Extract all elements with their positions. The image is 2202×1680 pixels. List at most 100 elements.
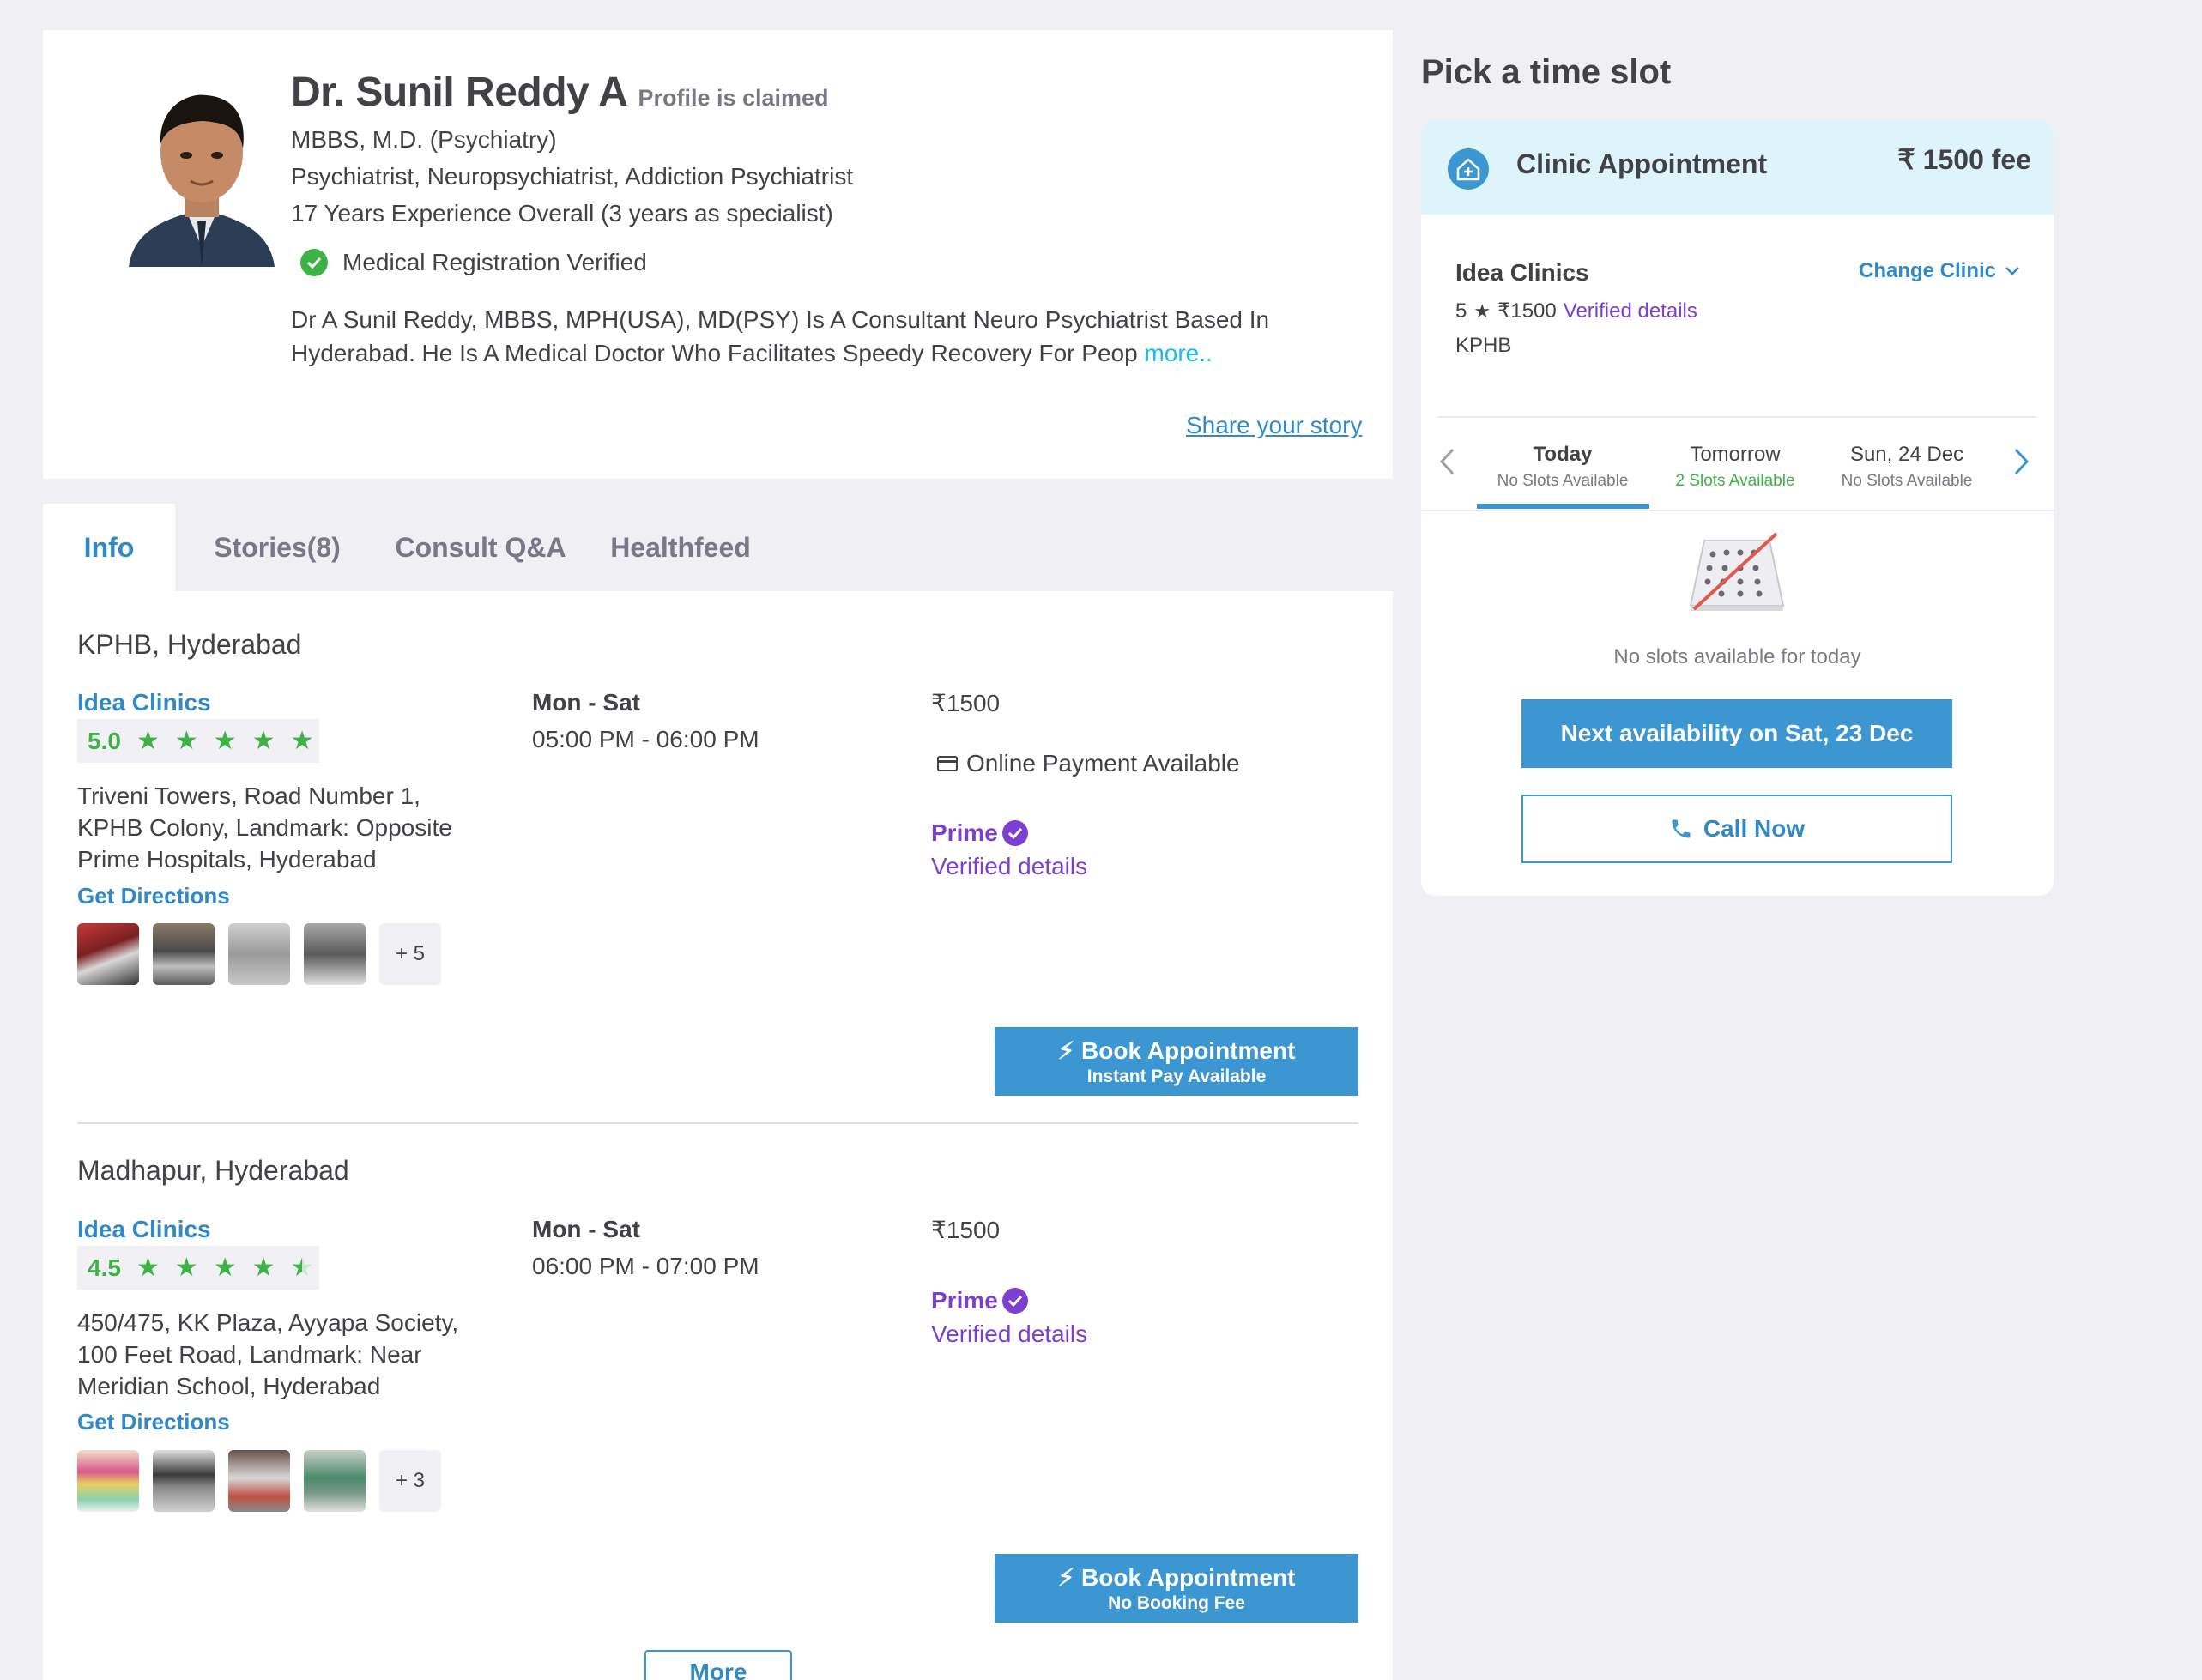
clinic-appointment-header: Clinic Appointment ₹ 1500 fee — [1421, 120, 2054, 215]
prime-label: Prime — [931, 819, 998, 846]
clinic-days: Mon - Sat — [532, 1216, 640, 1242]
star-icon: ★ — [136, 726, 160, 755]
chevron-down-icon — [2005, 267, 2019, 275]
tab-healthfeed[interactable]: Healthfeed — [610, 531, 751, 563]
registration-label: Medical Registration Verified — [342, 249, 647, 275]
star-icon: ★ — [136, 1253, 160, 1282]
star-icon: ★ — [213, 1253, 237, 1282]
tab-stories[interactable]: Stories(8) — [214, 531, 341, 563]
more-locations-button[interactable]: More — [644, 1650, 792, 1680]
clinic-days: Mon - Sat — [532, 689, 640, 716]
day-name: Tomorrow — [1690, 443, 1781, 466]
clinic-photo[interactable] — [228, 1450, 290, 1512]
doctor-degrees: MBBS, M.D. (Psychiatry) — [291, 126, 557, 153]
clinic-photo[interactable] — [228, 923, 290, 985]
appointment-fee: ₹ 1500 fee — [1897, 144, 2031, 175]
more-photos-button[interactable]: + 5 — [379, 923, 441, 985]
day-tab-sun-24-dec[interactable]: Sun, 24 Dec No Slots Available — [1821, 443, 1993, 491]
book-appointment-button[interactable]: ⚡︎ Book Appointment Instant Pay Availabl… — [995, 1027, 1358, 1096]
online-payment: Online Payment Available — [937, 750, 1240, 777]
clinic-photo[interactable] — [153, 923, 215, 985]
clinic-fee-value: ₹1500 — [1497, 299, 1557, 323]
prime-label: Prime — [931, 1287, 998, 1314]
clinic-rating: 5.0 ★ ★ ★ ★ ★ — [77, 719, 319, 763]
change-clinic-dropdown[interactable]: Change Clinic — [1859, 259, 2020, 283]
registration-verified: Medical Registration Verified — [300, 249, 647, 276]
no-calendar-icon — [1689, 532, 1785, 611]
clinic-link[interactable]: Idea Clinics — [77, 689, 211, 716]
clinic-photos: + 5 — [77, 923, 441, 985]
clinic-photo[interactable] — [304, 923, 366, 985]
day-slot-status: 2 Slots Available — [1675, 472, 1795, 490]
doctor-name: Dr. Sunil Reddy A Profile is claimed — [291, 69, 829, 115]
clinic-photos: + 3 — [77, 1450, 441, 1512]
clinic-appointment-label: Clinic Appointment — [1516, 148, 1768, 179]
active-day-indicator — [1477, 504, 1649, 509]
about-text: Dr A Sunil Reddy, MBBS, MPH(USA), MD(PSY… — [291, 306, 1270, 366]
call-now-button[interactable]: Call Now — [1521, 795, 1952, 863]
verified-details-link[interactable]: Verified details — [931, 1320, 1088, 1347]
clinic-verified-link[interactable]: Verified details — [1563, 299, 1697, 323]
share-story-link[interactable]: Share your story — [1186, 412, 1363, 438]
clinic-link[interactable]: Idea Clinics — [77, 1216, 211, 1242]
day-name: Today — [1533, 443, 1593, 466]
day-tab-today[interactable]: Today No Slots Available — [1477, 443, 1648, 491]
clinic-photo[interactable] — [77, 923, 139, 985]
book-appointment-sublabel: No Booking Fee — [1108, 1592, 1245, 1613]
lightning-icon: ⚡︎ — [1057, 1036, 1075, 1064]
clinic-photo[interactable] — [77, 1450, 139, 1512]
time-slot-card: Clinic Appointment ₹ 1500 fee Idea Clini… — [1421, 120, 2054, 896]
rating-score: 5.0 — [88, 727, 121, 754]
divider — [1437, 416, 2037, 418]
book-appointment-label: ⚡︎ Book Appointment — [1057, 1036, 1296, 1064]
info-panel: KPHB, Hyderabad Idea Clinics 5.0 ★ ★ ★ ★… — [43, 591, 1393, 1680]
consultation-fee: ₹1500 — [931, 1217, 1001, 1243]
star-icon: ★ — [251, 726, 275, 755]
next-availability-button[interactable]: Next availability on Sat, 23 Dec — [1521, 699, 1952, 768]
consultation-fee: ₹1500 — [931, 690, 1001, 716]
day-slot-status: No Slots Available — [1497, 472, 1629, 490]
doctor-specialties: Psychiatrist, Neuropsychiatrist, Addicti… — [291, 163, 854, 190]
divider — [1421, 510, 2054, 511]
clinic-photo[interactable] — [304, 1450, 366, 1512]
half-star-icon: ★ — [290, 1253, 314, 1282]
prime-badge: Prime — [931, 819, 1029, 847]
clinic-rating-value: 5 — [1455, 299, 1467, 323]
star-icon: ★ — [1473, 299, 1491, 322]
prime-badge: Prime — [931, 1287, 1029, 1314]
doctor-profile-card: Dr. Sunil Reddy A Profile is claimed MBBS… — [43, 30, 1393, 479]
get-directions-link[interactable]: Get Directions — [77, 883, 230, 909]
book-appointment-button[interactable]: ⚡︎ Book Appointment No Booking Fee — [995, 1554, 1358, 1623]
verified-badge-icon — [1001, 820, 1028, 846]
clinic-hours: 05:00 PM - 06:00 PM — [532, 726, 759, 752]
card-icon — [937, 756, 958, 771]
star-icon: ★ — [174, 1253, 198, 1282]
day-tab-tomorrow[interactable]: Tomorrow 2 Slots Available — [1649, 443, 1821, 491]
selected-clinic-meta: 5 ★ ₹1500 Verified details — [1455, 299, 1697, 323]
clinic-hours: 06:00 PM - 07:00 PM — [532, 1253, 759, 1279]
lightning-icon: ⚡︎ — [1057, 1563, 1075, 1591]
check-circle-icon — [300, 249, 328, 276]
chevron-right-icon[interactable] — [2013, 446, 2030, 485]
profile-tabs: Info Stories(8) Consult Q&A Healthfeed — [43, 504, 1393, 591]
book-appointment-sublabel: Instant Pay Available — [1086, 1066, 1267, 1086]
day-slot-status: No Slots Available — [1841, 472, 1973, 490]
call-now-label: Call Now — [1703, 815, 1806, 842]
star-icon: ★ — [174, 726, 198, 755]
more-photos-button[interactable]: + 3 — [379, 1450, 441, 1512]
online-payment-label: Online Payment Available — [966, 750, 1240, 777]
verified-details-link[interactable]: Verified details — [931, 853, 1088, 879]
clinic-photo[interactable] — [153, 1450, 215, 1512]
star-icon: ★ — [290, 726, 314, 755]
location-title: KPHB, Hyderabad — [77, 629, 302, 660]
about-more-link[interactable]: more.. — [1144, 340, 1213, 366]
star-icon: ★ — [213, 726, 237, 755]
tab-consult-qa[interactable]: Consult Q&A — [395, 531, 566, 563]
tab-info[interactable]: Info — [43, 504, 175, 591]
chevron-left-icon[interactable] — [1438, 446, 1455, 485]
location-title: Madhapur, Hyderabad — [77, 1155, 349, 1186]
book-appointment-label: ⚡︎ Book Appointment — [1057, 1563, 1296, 1591]
get-directions-link[interactable]: Get Directions — [77, 1409, 230, 1435]
clinic-address: 450/475, KK Plaza, Ayyapa Society, 100 F… — [77, 1309, 459, 1399]
doctor-experience: 17 Years Experience Overall (3 years as … — [291, 200, 833, 227]
